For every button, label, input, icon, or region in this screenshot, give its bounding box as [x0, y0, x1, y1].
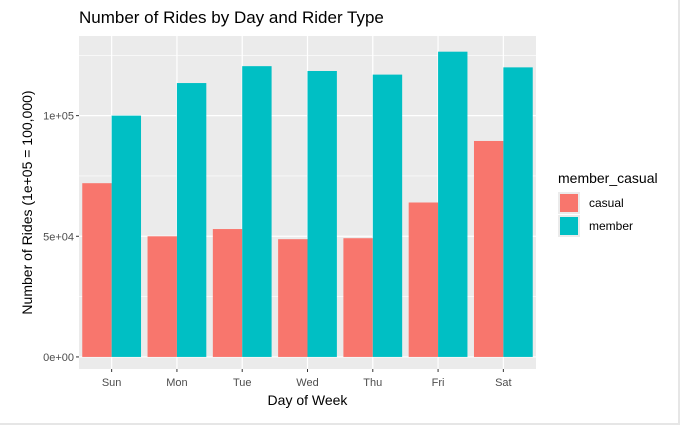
- legend-title: member_casual: [558, 170, 658, 186]
- x-tick-label: Mon: [166, 377, 187, 389]
- bar-member-sun: [111, 115, 142, 357]
- legend-swatch-casual: [560, 193, 578, 212]
- bar-member-tue: [242, 66, 272, 357]
- y-tick-label: 5e+04: [43, 231, 74, 243]
- legend-item-member: member: [558, 214, 658, 237]
- bar-casual-mon: [147, 236, 177, 357]
- x-tick-label: Wed: [296, 377, 318, 389]
- legend-label-casual: casual: [589, 195, 624, 210]
- bar-casual-sun: [82, 183, 112, 357]
- legend-key-casual: [558, 191, 580, 214]
- bar-member-wed: [307, 70, 337, 357]
- y-tick-label: 1e+05: [43, 111, 74, 123]
- x-tick-label: Sun: [102, 377, 122, 389]
- y-tick-label: 0e+00: [43, 352, 74, 364]
- x-axis-title: Day of Week: [268, 392, 349, 408]
- bar-member-thu: [372, 74, 403, 357]
- bars: [82, 51, 533, 357]
- bar-member-sat: [503, 67, 533, 357]
- bar-member-mon: [176, 83, 207, 357]
- legend-item-casual: casual: [558, 191, 658, 214]
- legend-key-member: [558, 214, 580, 237]
- legend-label-member: member: [589, 218, 634, 233]
- bar-casual-sat: [473, 140, 504, 357]
- legend: member_casual casual member: [558, 170, 658, 237]
- x-tick-label: Tue: [233, 377, 252, 389]
- bar-casual-wed: [278, 239, 308, 357]
- chart-title: Number of Rides by Day and Rider Type: [79, 8, 384, 27]
- x-tick-label: Sat: [495, 377, 512, 389]
- legend-swatch-member: [560, 216, 578, 235]
- x-axis: Sun Mon Tue Wed Thu Fri Sat: [102, 369, 512, 389]
- x-tick-label: Thu: [363, 377, 382, 389]
- bar-casual-thu: [343, 238, 373, 357]
- y-axis: 0e+00 5e+04 1e+05: [43, 111, 79, 364]
- bar-casual-tue: [212, 229, 243, 357]
- bar-member-fri: [438, 51, 468, 357]
- y-axis-title: Number of Rides (1e+05 = 100,000): [19, 90, 35, 314]
- bar-casual-fri: [408, 202, 439, 357]
- x-tick-label: Fri: [432, 377, 445, 389]
